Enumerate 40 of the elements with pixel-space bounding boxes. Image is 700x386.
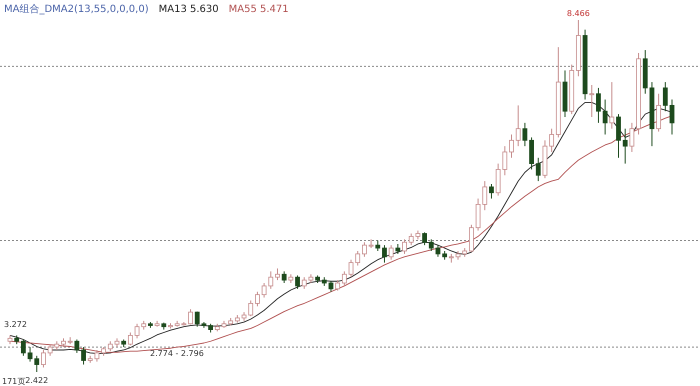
annotation: 8.466 <box>566 9 590 18</box>
candlestick <box>616 114 621 158</box>
candlestick <box>295 274 300 290</box>
candlestick <box>496 163 501 196</box>
text: 171页 <box>2 377 26 386</box>
candlestick <box>382 244 387 264</box>
candlestick <box>342 270 347 286</box>
candlestick <box>656 93 662 132</box>
candlestick <box>275 268 280 281</box>
candlestick <box>489 184 494 200</box>
candlestick <box>509 134 514 158</box>
candlestick <box>516 104 521 147</box>
annotation: 2.422 <box>25 376 48 385</box>
candlestick <box>609 82 614 130</box>
candlestick <box>282 270 287 284</box>
candlestick <box>248 300 254 317</box>
candlestick <box>388 244 394 260</box>
candlestick <box>395 243 400 254</box>
candlestick <box>328 280 334 292</box>
candlestick <box>194 311 200 328</box>
candlestick <box>662 82 668 112</box>
legend: MA组合_DMA2(13,55,0,0,0,0) MA13 5.630 MA55 5.471 <box>4 4 289 15</box>
candlestick <box>482 180 488 211</box>
candlestick <box>502 146 508 176</box>
candlestick <box>375 240 380 252</box>
candlestick <box>402 238 407 254</box>
candlestick <box>408 233 414 246</box>
annotation: 3.272 <box>4 320 27 329</box>
candlestick <box>268 270 274 290</box>
candlestick <box>422 232 427 246</box>
candlestick <box>622 128 628 164</box>
candlestick <box>302 276 307 290</box>
candlestick <box>335 280 340 292</box>
candlestick <box>536 157 541 182</box>
candlestick <box>670 99 674 135</box>
candlestick <box>355 250 360 266</box>
candlestick <box>34 355 40 372</box>
candlestick <box>428 238 434 252</box>
annotation: 2.774 - 2.796 <box>150 349 204 358</box>
candlestick <box>348 259 354 278</box>
